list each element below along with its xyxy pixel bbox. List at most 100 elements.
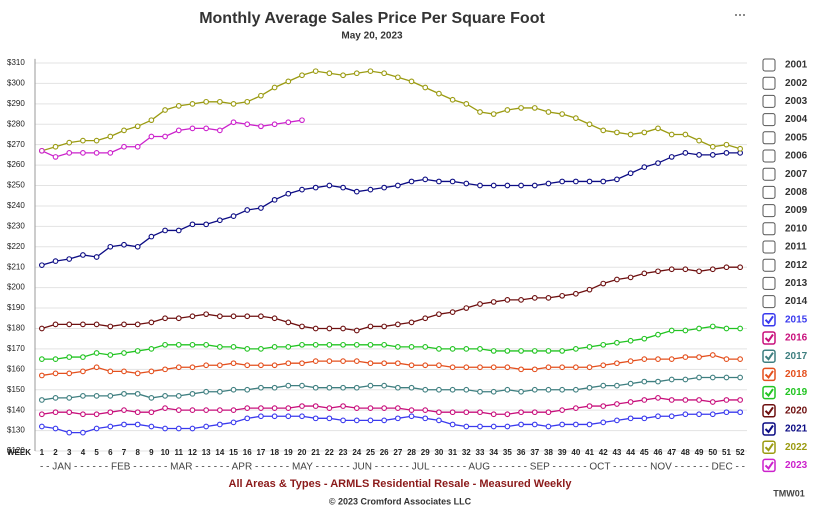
legend-checkbox[interactable] <box>762 440 776 454</box>
legend-label: 2022 <box>785 442 808 453</box>
data-point <box>80 393 86 399</box>
data-point <box>258 313 264 320</box>
legend-checkbox[interactable] <box>762 204 776 218</box>
data-point <box>600 127 607 134</box>
legend-checkbox[interactable] <box>762 349 776 363</box>
data-point <box>93 411 100 418</box>
data-point <box>545 409 552 416</box>
data-point <box>737 397 744 403</box>
data-point <box>408 178 415 185</box>
legend-label: 2013 <box>785 278 808 289</box>
data-point <box>107 323 114 330</box>
data-point <box>545 294 552 301</box>
data-point <box>477 364 483 371</box>
data-point <box>477 346 483 352</box>
series-line <box>41 152 741 266</box>
data-point <box>312 325 319 332</box>
x-tick-label: 28 <box>407 448 416 457</box>
legend-checkbox[interactable] <box>762 276 776 290</box>
legend-label: 2008 <box>785 187 808 198</box>
data-point <box>52 370 59 377</box>
data-point <box>449 364 456 371</box>
data-point <box>271 315 278 322</box>
legend-checkbox[interactable] <box>762 258 776 272</box>
data-point <box>107 409 114 416</box>
data-point <box>299 382 305 389</box>
legend-checkbox[interactable] <box>762 76 776 90</box>
x-tick-label: 23 <box>339 448 348 457</box>
legend-checkbox[interactable] <box>762 313 776 327</box>
x-tick-label: 20 <box>298 448 307 457</box>
x-tick-label: 27 <box>393 448 402 457</box>
data-point <box>381 323 388 330</box>
legend-checkbox[interactable] <box>762 113 776 127</box>
legend-checkbox[interactable] <box>762 131 776 145</box>
data-point <box>696 411 702 418</box>
data-point <box>737 356 744 362</box>
data-point <box>258 346 264 352</box>
data-point <box>175 341 182 348</box>
data-point <box>422 407 429 414</box>
data-point <box>436 362 442 369</box>
legend-checkbox[interactable] <box>762 240 776 254</box>
data-point <box>326 341 333 348</box>
data-point <box>312 358 319 364</box>
data-point <box>299 360 305 367</box>
data-point <box>175 393 182 399</box>
legend-checkbox[interactable] <box>762 222 776 236</box>
data-point <box>121 368 127 375</box>
legend-checkbox[interactable] <box>762 94 776 108</box>
legend-checkbox[interactable] <box>762 295 776 309</box>
data-point <box>367 341 374 348</box>
legend-checkbox[interactable] <box>762 385 776 400</box>
data-point <box>682 376 689 383</box>
menu-icon[interactable] <box>735 14 745 16</box>
data-point <box>614 339 620 346</box>
y-tick-label: $290 <box>7 99 25 108</box>
data-point <box>189 125 196 132</box>
legend-checkbox[interactable] <box>762 185 776 199</box>
data-point <box>394 74 401 81</box>
data-point <box>134 123 141 130</box>
x-tick-label: 7 <box>122 448 127 457</box>
x-tick-label: 46 <box>654 448 663 457</box>
data-point <box>52 409 59 416</box>
data-point <box>38 423 45 430</box>
data-point <box>436 178 442 185</box>
month-labels: - - JAN - - - - - - FEB - - - - - - MAR … <box>40 462 745 473</box>
data-point <box>340 358 346 364</box>
data-point <box>422 84 429 91</box>
legend-checkbox[interactable] <box>762 367 776 382</box>
data-point <box>216 421 223 428</box>
data-point <box>518 297 524 303</box>
legend-checkbox[interactable] <box>762 167 776 181</box>
x-tick-label: 12 <box>188 448 197 457</box>
data-point <box>586 364 593 371</box>
legend-label: 2002 <box>785 78 808 89</box>
legend-checkbox[interactable] <box>762 58 776 72</box>
x-tick-label: 43 <box>612 448 621 457</box>
x-tick-label: 38 <box>544 448 553 457</box>
legend-checkbox[interactable] <box>762 331 776 345</box>
legend-checkbox[interactable] <box>762 404 776 418</box>
data-point <box>709 374 716 381</box>
data-point <box>614 129 620 136</box>
legend-label: 2016 <box>785 333 808 344</box>
x-tick-label: 4 <box>81 448 86 457</box>
data-point <box>422 344 429 350</box>
data-point <box>627 415 634 422</box>
data-point <box>641 164 648 170</box>
legend-checkbox[interactable] <box>762 149 776 163</box>
x-tick-label: 25 <box>366 448 375 457</box>
data-point <box>93 321 100 328</box>
data-point <box>148 409 155 416</box>
data-point <box>285 413 292 420</box>
legend-checkbox[interactable] <box>762 458 776 473</box>
data-point <box>381 360 388 367</box>
legend-checkbox[interactable] <box>762 422 776 436</box>
data-point <box>230 313 237 320</box>
data-point <box>271 362 278 369</box>
data-point <box>52 395 59 401</box>
data-point <box>326 384 333 391</box>
